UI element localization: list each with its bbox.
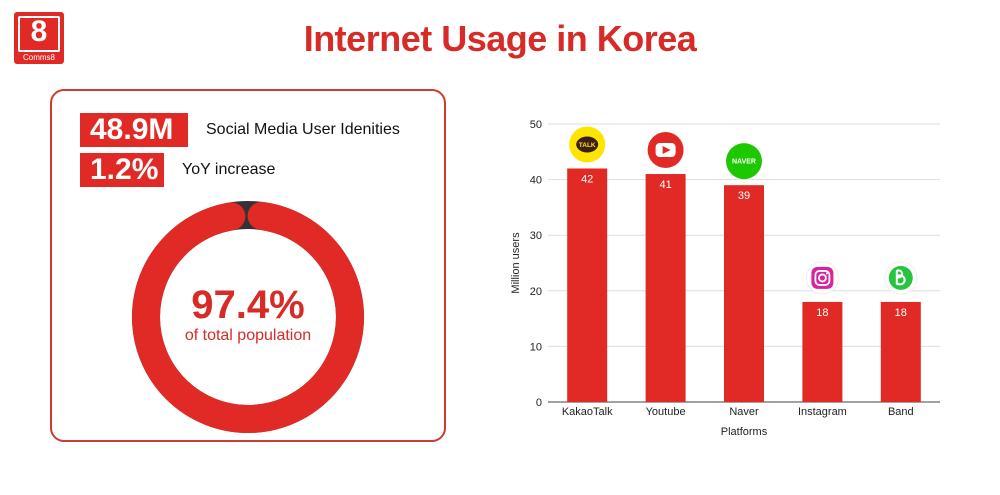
bar-band [880,301,921,402]
logo-digit: 8 [30,15,48,48]
logo-frame [18,16,60,52]
y-tick-label: 10 [530,341,542,353]
youtube-play-triangle [662,146,671,155]
bar-value-label: 42 [581,173,593,185]
stat-yoy: 1.2% YoY increase [80,153,275,187]
bar-value-label: 18 [895,307,907,319]
donut-center: 97.4% of total population [130,199,366,435]
bar-youtube [645,174,686,402]
bar-value-label: 39 [738,190,750,202]
y-axis-label: Million users [510,232,522,294]
instagram-outline [814,270,831,286]
bar-value-label: 18 [816,307,828,319]
stat-value-badge: 1.2% [80,153,164,187]
x-tick-label: Instagram [798,406,847,418]
population-donut [132,201,364,433]
x-tick-label: Band [888,406,914,418]
usage-card: 48.9M Social Media User Idenities 1.2% Y… [50,89,446,442]
x-axis-label: Platforms [721,426,768,438]
bar-value-label: 41 [659,179,671,191]
bar-kakaotalk [567,168,608,402]
x-tick-label: Naver [729,406,759,418]
logo-word: Comms8 [22,53,55,62]
naver-icon [726,143,762,180]
donut-percent: 97.4% [191,282,305,327]
bar-instagram [802,301,843,402]
y-tick-label: 20 [530,286,542,298]
y-tick-label: 50 [530,119,542,131]
stat-label: YoY increase [182,161,276,178]
y-tick-label: 0 [536,397,542,409]
x-tick-label: KakaoTalk [562,406,613,418]
page-title: Internet Usage in Korea [303,18,697,59]
naver-icon-text: NAVER [732,159,756,166]
kakaotalk-bubble [576,136,599,153]
platform-bar-chart: 0 10 20 30 40 50 Million users Platforms 42 Kakao… [510,119,940,438]
instagram-dot [825,272,828,275]
donut-caption: of total population [184,326,312,344]
stat-identities: 48.9M Social Media User Idenities [80,113,400,147]
instagram-lens [817,273,827,283]
kakaotalk-icon-text: TALK [579,142,596,149]
stat-value-badge: 48.9M [80,113,188,147]
band-glyph [895,269,906,286]
x-tick-label: Youtube [646,406,686,418]
bar-naver [724,185,764,402]
comms8-logo: 8 Comms8 [14,12,64,64]
stat-label: Social Media User Idenities [206,121,400,138]
y-tick-label: 40 [530,175,542,187]
y-tick-label: 30 [530,230,542,242]
donut-filled-arc [132,201,364,433]
